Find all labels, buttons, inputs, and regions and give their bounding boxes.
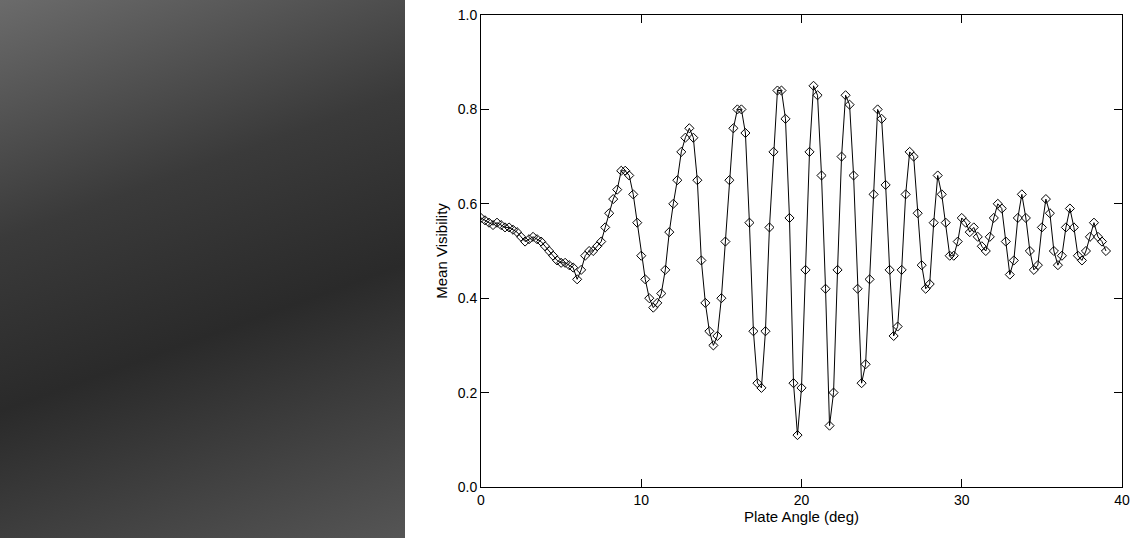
svg-text:20: 20	[794, 492, 810, 508]
svg-text:10: 10	[633, 492, 649, 508]
svg-text:0.6: 0.6	[458, 196, 478, 212]
svg-text:0.4: 0.4	[458, 290, 478, 306]
svg-text:0.8: 0.8	[458, 101, 478, 117]
svg-text:0.2: 0.2	[458, 385, 478, 401]
svg-text:40: 40	[1114, 492, 1130, 508]
svg-text:0: 0	[477, 492, 485, 508]
svg-text:Mean Visibility: Mean Visibility	[433, 203, 450, 299]
svg-text:0.0: 0.0	[458, 479, 478, 495]
svg-text:Plate Angle (deg): Plate Angle (deg)	[744, 508, 859, 525]
svg-text:1.0: 1.0	[458, 7, 478, 23]
svg-text:30: 30	[954, 492, 970, 508]
